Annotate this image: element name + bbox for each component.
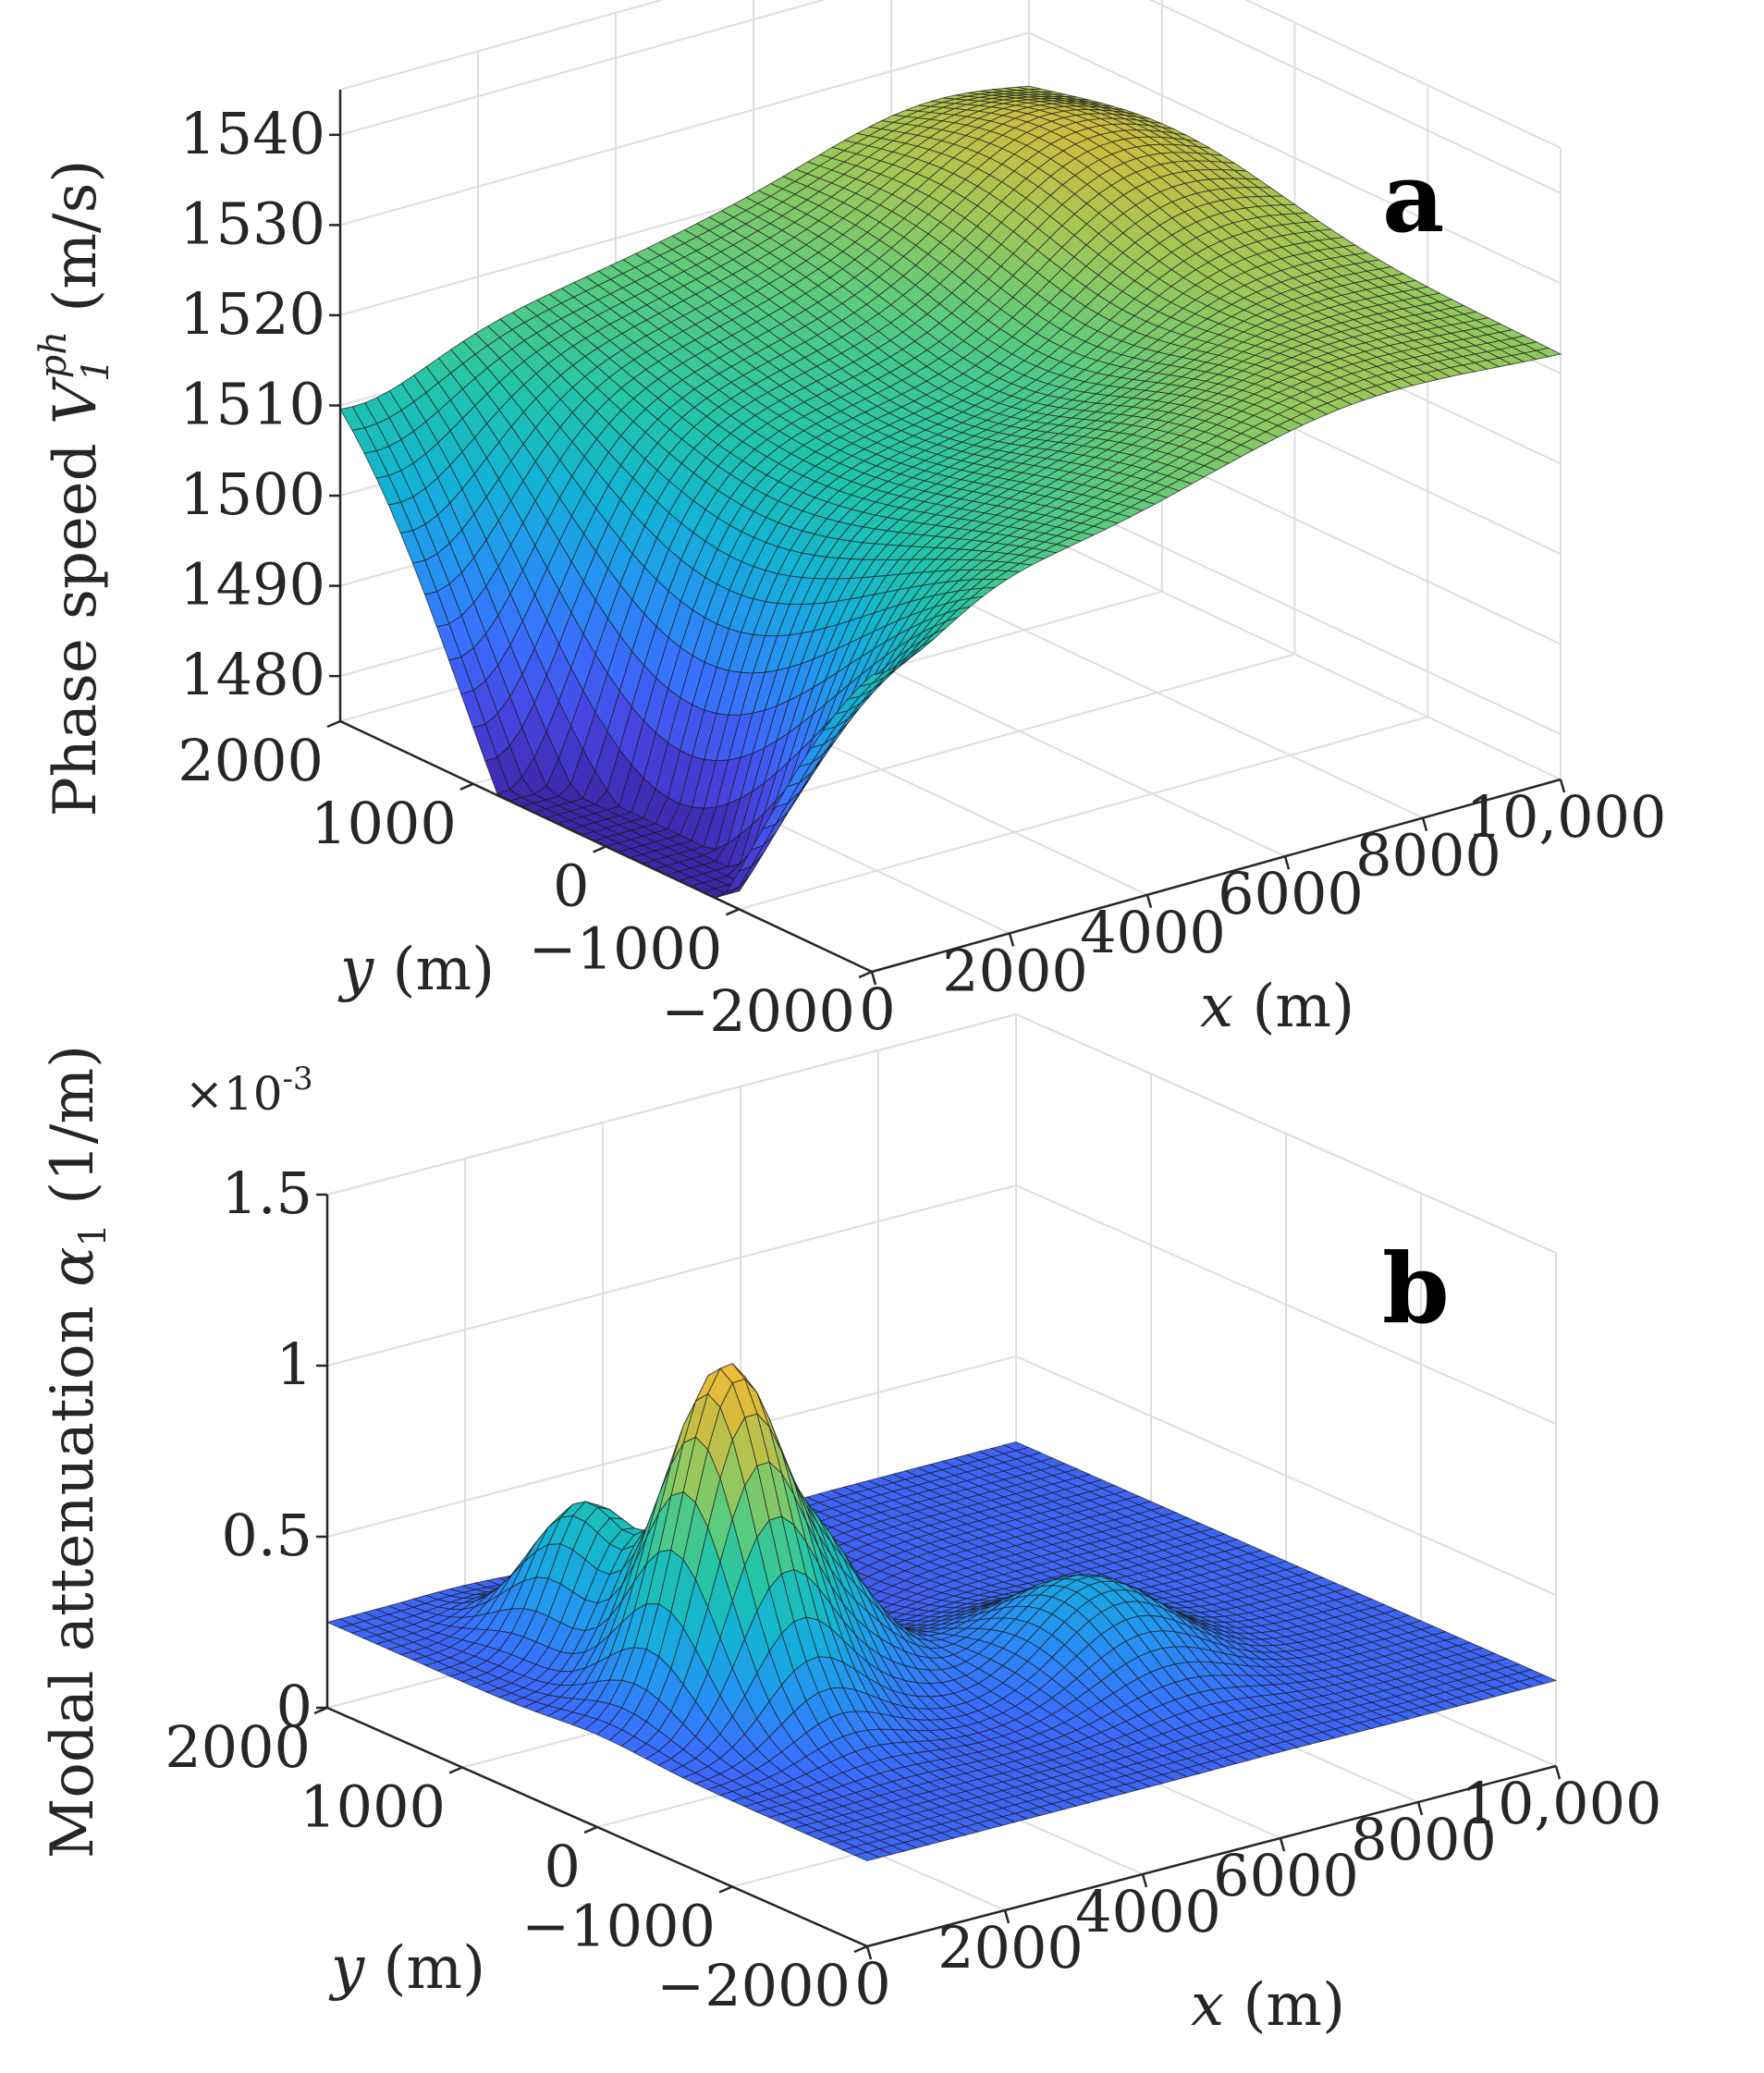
z-tick-label: 1520 [179, 280, 325, 348]
y-tick-label: 0 [553, 853, 589, 920]
x-axis-line [871, 778, 1562, 974]
z-tick-label: 1490 [179, 551, 325, 619]
panel-a-letter: a [1382, 141, 1444, 254]
x-tick-label: 8000 [1355, 822, 1501, 889]
panel-a-tick-labels: 0200040006000800010,000−2000−10000100020… [178, 100, 1666, 1045]
x-tick-label: 2000 [942, 937, 1088, 1004]
grid-line [739, 716, 1428, 911]
grid-line [326, 1013, 1017, 1196]
y-tick-label: −2000 [661, 977, 855, 1045]
x-tick-mark [1008, 933, 1015, 947]
y-tick-label: 1000 [311, 790, 457, 857]
panel-b-surface [325, 1363, 1558, 1861]
panel-b-chart: 0200040006000800010,000−2000−10000100020… [39, 1013, 1661, 2040]
x-tick-label: 4000 [1080, 899, 1226, 966]
y-tick-mark [326, 719, 341, 729]
x-tick-mark [870, 971, 877, 986]
panel-a-x-axis-label: x (m) [1200, 973, 1354, 1041]
x-tick-label: 10,000 [1466, 783, 1667, 851]
y-tick-mark [459, 782, 474, 791]
y-tick-mark [593, 845, 606, 853]
x-tick-label: 0 [859, 975, 895, 1043]
panel-a-y-axis-label: y (m) [337, 936, 495, 1004]
panel-a-surface [339, 85, 1562, 899]
z-tick-label: 1510 [179, 371, 325, 438]
x-tick-mark [1559, 779, 1566, 793]
x-tick-mark [1283, 855, 1291, 870]
y-tick-mark [725, 908, 740, 916]
panel-a-z-axis-label: Phase speed V1ph (m/s) [32, 160, 117, 817]
grid-line [326, 1184, 1017, 1367]
grid-line [326, 1355, 1017, 1538]
panel-a-chart: 0200040006000800010,000−2000−10000100020… [32, 0, 1666, 1045]
grid-line [339, 0, 666, 91]
panel-a-axes [326, 90, 1566, 986]
y-tick-label: −1000 [529, 914, 723, 982]
x-tick-mark [1421, 817, 1428, 831]
grid-line [339, 31, 1030, 227]
surface-patch [858, 671, 886, 688]
z-tick-label: 1530 [179, 190, 325, 257]
z-tick-label: 1500 [179, 460, 325, 528]
y-tick-mark [858, 970, 873, 979]
grid-line [339, 0, 827, 136]
x-tick-label: 6000 [1218, 860, 1364, 927]
z-tick-label: 1480 [179, 641, 325, 708]
x-tick-mark [1145, 894, 1153, 909]
z-tick-label: 1540 [179, 100, 325, 167]
y-tick-label: 2000 [178, 727, 324, 794]
